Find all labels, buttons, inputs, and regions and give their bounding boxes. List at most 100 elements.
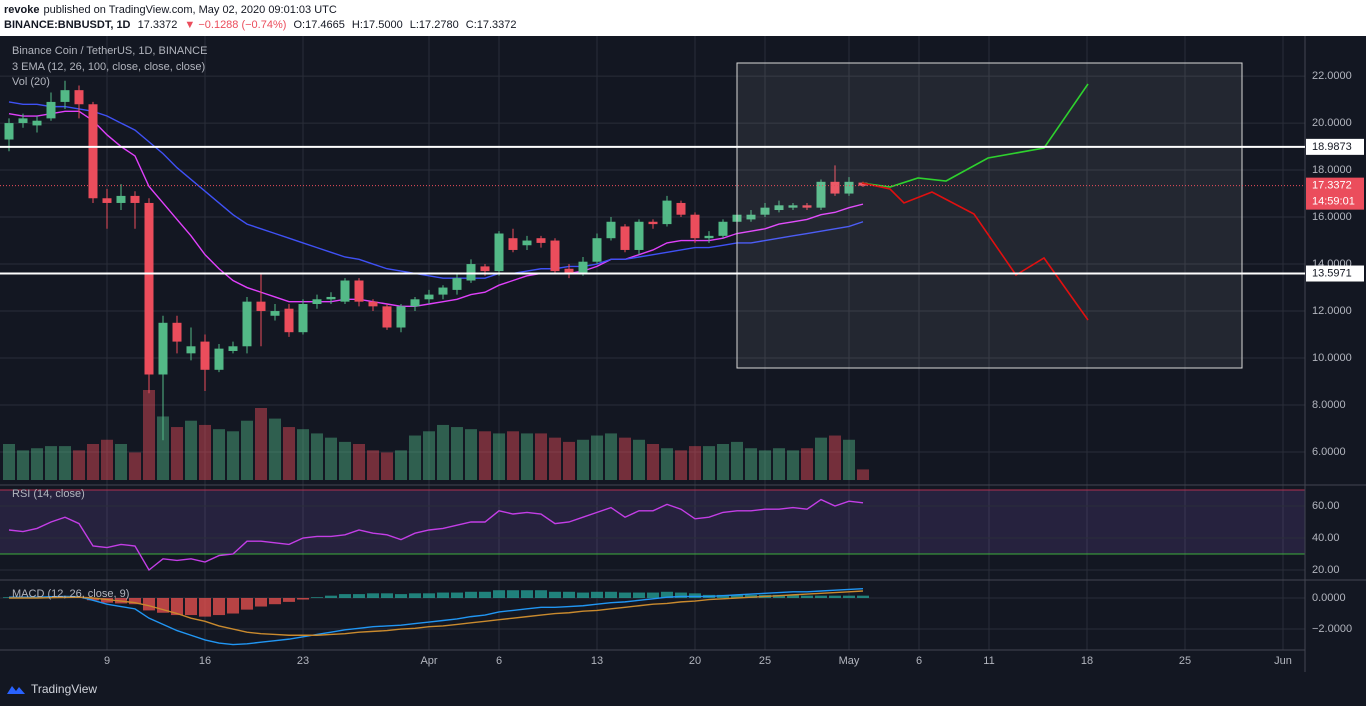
candle-body [228, 346, 238, 351]
volume-bar [395, 450, 407, 480]
volume-bar [535, 433, 547, 480]
candle-body [830, 181, 840, 194]
volume-bar [689, 446, 701, 480]
macd-histogram [255, 597, 267, 607]
price-level-label: 18.9873 [1312, 141, 1352, 153]
author[interactable]: revoke [4, 4, 40, 16]
candle-body [816, 181, 826, 208]
candle-body [284, 308, 294, 333]
volume-bar [829, 435, 841, 480]
volume-bar [381, 452, 393, 480]
macd-histogram [493, 590, 505, 598]
ema-line [8, 101, 864, 279]
macd-histogram [465, 591, 477, 598]
brand[interactable]: TradingView [31, 682, 98, 696]
volume-bar [171, 427, 183, 480]
candle-body [312, 299, 322, 304]
volume-bar [157, 416, 169, 480]
candle-body [298, 303, 308, 333]
y-tick-label: 20.00 [1312, 564, 1340, 576]
macd-histogram [731, 594, 743, 598]
header: revoke published on TradingView.com, May … [0, 0, 1366, 36]
macd-histogram [675, 592, 687, 598]
chart: 9 16 23 Apr 6 13 20 25 May 6 11 18 25 Jun 6.0000 8.0000… [0, 36, 1366, 676]
price-level-tag [1306, 138, 1364, 155]
x-tick-label: Jun [1274, 655, 1292, 667]
rsi-band [0, 490, 1305, 554]
macd-histogram [451, 592, 463, 598]
volume-bar [465, 429, 477, 480]
macd-line [9, 587, 864, 646]
volume-bar [143, 390, 155, 480]
volume-bar [451, 427, 463, 480]
macd-histogram [815, 595, 827, 598]
y-tick-label: 16.0000 [1312, 211, 1352, 223]
macd-histogram [283, 597, 295, 602]
volume-bar [423, 431, 435, 480]
macd-histogram [689, 593, 701, 598]
macd-histogram [353, 594, 365, 598]
volume-bar [549, 437, 561, 480]
macd-histogram [367, 593, 379, 598]
candle-body [32, 120, 42, 126]
volume-bar [815, 437, 827, 480]
volume-bar [185, 420, 197, 480]
macd-histogram [521, 590, 533, 598]
volume-bar [857, 469, 869, 480]
macd-histogram [549, 591, 561, 598]
candle-body [648, 221, 658, 225]
candle-body [242, 301, 252, 347]
candle-body [858, 182, 868, 186]
x-tick-label: 18 [1081, 655, 1093, 667]
macd-histogram [843, 595, 855, 598]
candle-body [354, 280, 364, 302]
volume-bar [115, 444, 127, 480]
last: 17.3372 [137, 19, 178, 31]
candle-body [60, 90, 70, 102]
macd-histogram [269, 597, 281, 605]
countdown: 14:59:01 [1312, 196, 1355, 208]
y-tick-label: 18.0000 [1312, 164, 1352, 176]
candle-body [144, 202, 154, 375]
candle-body [536, 238, 546, 243]
candle-body [256, 301, 266, 312]
volume-bar [731, 441, 743, 480]
candle-body [774, 205, 784, 211]
macd-histogram [423, 593, 435, 598]
volume-bar [787, 450, 799, 480]
volume-bar [311, 433, 323, 480]
candle-body [564, 268, 574, 274]
macd-histogram [185, 597, 197, 616]
candle-body [522, 240, 532, 246]
candle-body [550, 240, 560, 272]
candle-body [130, 195, 140, 203]
x-tick-label: 6 [916, 655, 922, 667]
macd-histogram [647, 592, 659, 598]
candle-body [368, 301, 378, 307]
candle-body [382, 306, 392, 328]
macd-histogram [801, 595, 813, 598]
y-tick-label: 60.00 [1312, 500, 1340, 512]
candle-body [718, 221, 728, 236]
volume-bar [199, 424, 211, 480]
volume-bar [17, 450, 29, 480]
volume-bar [255, 408, 267, 480]
candle-body [438, 287, 448, 295]
volume-bar [633, 439, 645, 480]
volume-bar [297, 429, 309, 480]
last-price-label: 17.3372 [1312, 180, 1352, 192]
candle-body [270, 311, 280, 316]
bull-projection [861, 83, 1089, 188]
volume-bar [773, 448, 785, 480]
macd-histogram [87, 597, 99, 601]
volume-bar [759, 450, 771, 480]
macd-histogram [437, 592, 449, 598]
candle-body [410, 299, 420, 307]
macd-histogram [619, 592, 631, 598]
candle-body [424, 294, 434, 300]
candle-body [214, 348, 224, 370]
volume-bar [353, 444, 365, 480]
volume-bar [619, 437, 631, 480]
macd-histogram [787, 594, 799, 598]
